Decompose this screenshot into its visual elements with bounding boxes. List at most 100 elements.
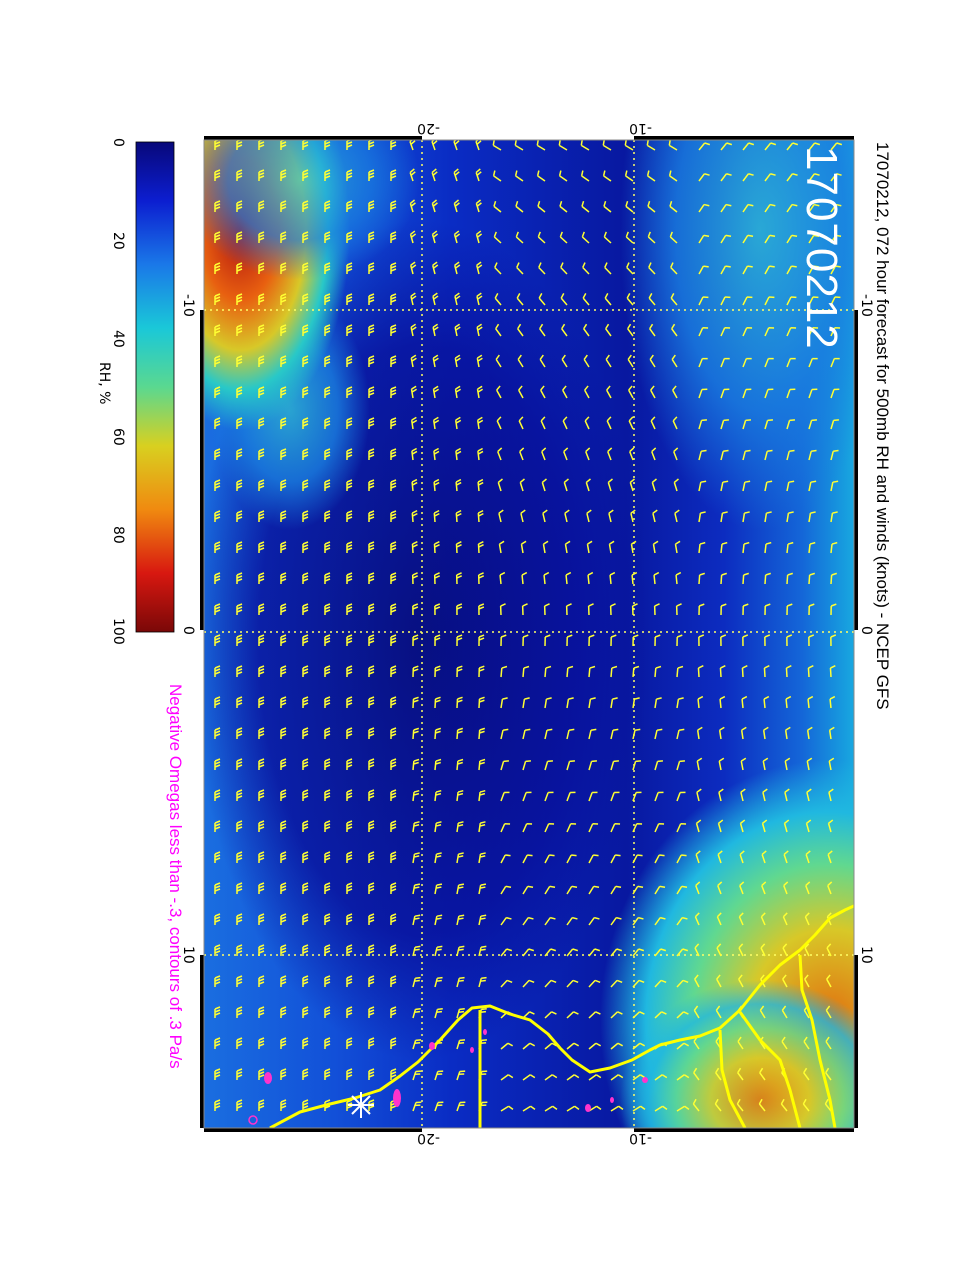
wind-barb — [456, 883, 465, 895]
wind-barb — [698, 234, 710, 244]
wind-barb — [478, 883, 487, 895]
wind-barb — [368, 1068, 375, 1080]
wind-barb — [368, 231, 375, 243]
wind-barb — [566, 1074, 580, 1081]
wind-barb — [610, 916, 622, 926]
wind-barb — [456, 914, 465, 926]
wind-barb — [607, 478, 613, 492]
wind-barb — [610, 728, 619, 740]
wind-barb — [456, 852, 464, 864]
wind-barb — [346, 231, 353, 243]
wind-barb — [434, 945, 443, 957]
wind-barb — [236, 1099, 243, 1111]
wind-barb — [214, 324, 221, 336]
wind-barb — [742, 296, 753, 306]
wind-barb — [742, 603, 749, 616]
wind-barb — [302, 913, 309, 925]
wind-barb — [693, 1067, 700, 1081]
wind-barb — [456, 665, 463, 678]
wind-barb — [493, 231, 502, 244]
wind-barb — [476, 416, 484, 430]
wind-barb — [236, 1037, 243, 1049]
wind-barb — [324, 1068, 331, 1080]
wind-barb — [632, 979, 645, 988]
wind-barb — [258, 262, 265, 274]
wind-barb — [324, 820, 331, 832]
coastline — [269, 904, 854, 1128]
wind-barb — [807, 665, 814, 678]
wind-barb — [785, 695, 792, 709]
wind-barb — [625, 231, 634, 244]
wind-barb — [669, 200, 678, 213]
wind-barb — [566, 979, 579, 988]
wind-barb — [346, 541, 353, 553]
wind-barb — [390, 696, 397, 708]
wind-barb — [280, 975, 287, 987]
wind-barb — [538, 262, 546, 275]
wind-barb — [500, 1074, 514, 1081]
wind-barb — [632, 665, 640, 678]
wind-barb — [676, 1074, 690, 1081]
wind-barb — [518, 385, 524, 399]
wind-barb — [302, 417, 309, 429]
wind-barb — [676, 1105, 690, 1112]
wind-barb — [672, 385, 678, 399]
wind-barb — [410, 292, 417, 306]
wind-barb — [236, 758, 243, 770]
wind-barb — [742, 265, 753, 275]
wind-barb — [676, 885, 688, 895]
wind-barb — [368, 448, 375, 460]
wind-barb — [717, 881, 723, 895]
wind-barb — [496, 385, 502, 399]
wind-barb — [588, 948, 601, 957]
wind-barb — [654, 791, 664, 802]
wind-barb — [762, 726, 769, 740]
wind-barb — [786, 419, 796, 430]
wind-barb — [324, 1006, 331, 1018]
wind-barb — [610, 1074, 624, 1081]
wind-barb — [698, 603, 705, 616]
wind-barb — [411, 541, 418, 554]
wind-barb — [541, 478, 547, 492]
wind-barb — [280, 882, 287, 894]
wind-barb — [632, 760, 641, 771]
wind-barb — [784, 757, 791, 771]
wind-barb — [588, 1011, 601, 1019]
wind-barb — [412, 914, 421, 926]
wind-barb — [609, 603, 616, 616]
wind-barb — [368, 355, 375, 367]
wind-barb — [830, 634, 837, 647]
wind-barb — [582, 262, 590, 275]
wind-barb — [454, 416, 462, 430]
map-title: 17070212, 072 hour forecast for 500mb RH… — [873, 142, 892, 710]
wind-barb — [581, 200, 590, 213]
wind-barb — [324, 944, 331, 956]
wind-barb — [784, 788, 790, 802]
wind-barb — [720, 572, 727, 585]
wind-barb — [412, 852, 420, 864]
wind-barb — [763, 665, 770, 678]
wind-barb — [236, 975, 243, 987]
wind-barb — [302, 200, 309, 212]
wind-barb — [412, 603, 419, 616]
wind-barb — [806, 757, 813, 771]
wind-barb — [522, 1042, 536, 1050]
wind-barb — [368, 975, 375, 987]
colorbar-label: RH, % — [96, 362, 112, 405]
wind-barb — [698, 634, 705, 647]
wind-barb — [668, 170, 678, 182]
wind-barb — [580, 140, 590, 151]
wind-barb — [763, 695, 770, 709]
wind-barb — [454, 354, 461, 368]
wind-barb — [214, 572, 221, 584]
wind-barb — [519, 447, 525, 461]
wind-barb — [433, 447, 440, 461]
left-tick-neg10: -10 — [180, 294, 196, 317]
wind-barb — [214, 696, 221, 708]
wind-barb — [456, 821, 464, 833]
wind-barb — [698, 480, 707, 492]
wind-barb — [808, 634, 815, 647]
wind-barb — [236, 603, 243, 615]
wind-barb — [522, 854, 533, 864]
wind-barb — [588, 760, 597, 771]
